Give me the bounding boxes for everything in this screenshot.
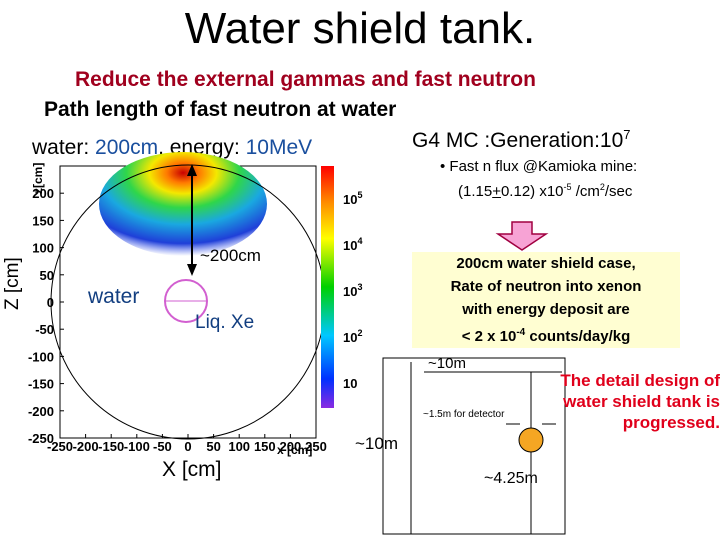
distance-200cm-label: ~200cm bbox=[200, 246, 261, 265]
y-tick-labels: 200 150 100 50 0 -50 -100 -150 -200 -250 bbox=[28, 186, 64, 446]
subtitle-gammas: Reduce the external gammas and fast neut… bbox=[75, 68, 536, 91]
x-axis-label: X [cm] bbox=[162, 458, 222, 481]
x-tick-label: 150 bbox=[254, 439, 276, 454]
x-tick-label: -200 bbox=[73, 439, 99, 454]
y-tick-label: -50 bbox=[35, 322, 54, 337]
colorbar-tick-label: 102 bbox=[343, 328, 362, 345]
y-tick-label: 150 bbox=[32, 213, 54, 228]
tank-width-label: ~10m bbox=[428, 355, 466, 372]
g4-generation-text: G4 MC :Generation:107 bbox=[412, 127, 631, 152]
x-tick-label: 200 bbox=[280, 439, 302, 454]
detail-design-note: The detail design of water shield tank is… bbox=[560, 371, 720, 432]
y-tick-label: 50 bbox=[40, 268, 54, 283]
x-tick-label: -50 bbox=[153, 439, 172, 454]
detector-size-label: ~1.5m for detector bbox=[423, 409, 505, 420]
x-tick-label: 250 bbox=[305, 439, 327, 454]
colorbar-tick-labels: 105 104 103 102 10 bbox=[343, 190, 362, 391]
colorbar-tick-label: 105 bbox=[343, 190, 362, 207]
tank-depth-label: ~4.25m bbox=[484, 470, 538, 487]
x-tick-label: -150 bbox=[98, 439, 124, 454]
energy-value: 10MeV bbox=[245, 136, 313, 159]
x-tick-label: -250 bbox=[47, 439, 73, 454]
water-energy-line: water: 200cm, energy: 10MeV bbox=[32, 136, 313, 159]
z-axis-top-label: z[cm] bbox=[31, 163, 45, 194]
colorbar-tick-label: 104 bbox=[343, 236, 362, 253]
subtitle-path-length: Path length of fast neutron at water bbox=[44, 98, 397, 121]
colorbar-tick-label: 103 bbox=[343, 282, 362, 299]
arrow-head-bottom bbox=[187, 264, 197, 276]
y-tick-label: -100 bbox=[28, 349, 54, 364]
liq-xe-label: Liq. Xe bbox=[195, 312, 255, 333]
arrow-head-top bbox=[187, 164, 197, 176]
water-label: water bbox=[88, 285, 140, 308]
colorbar bbox=[321, 166, 334, 408]
water-length-value: 200cm bbox=[95, 136, 159, 159]
y-tick-label: -200 bbox=[28, 404, 54, 419]
colorbar-tick-label: 10 bbox=[343, 376, 357, 391]
y-tick-label: -250 bbox=[28, 431, 54, 446]
x-tick-label: 0 bbox=[184, 439, 191, 454]
x-tick-labels: -250 -200 -150 -100 -50 0 50 100 150 200 250 bbox=[47, 434, 327, 454]
y-tick-label: -150 bbox=[28, 377, 54, 392]
y-tick-label: 100 bbox=[32, 241, 54, 256]
x-axis-end-label: x [cm] bbox=[277, 443, 312, 457]
page-title: Water shield tank. bbox=[184, 4, 536, 53]
x-tick-label: 50 bbox=[206, 439, 220, 454]
x-tick-label: -100 bbox=[124, 439, 150, 454]
fast-neutron-flux-text: • Fast n flux @Kamioka mine: (1.15+0.12) … bbox=[440, 158, 638, 200]
x-tick-label: 100 bbox=[228, 439, 250, 454]
y-tick-label: 200 bbox=[32, 186, 54, 201]
down-arrow bbox=[495, 221, 549, 251]
y-tick-label: 0 bbox=[47, 295, 54, 310]
z-axis-label: Z [cm] bbox=[2, 257, 23, 310]
tank-height-label: ~10m bbox=[355, 434, 398, 453]
neutron-heatmap-blob bbox=[99, 152, 267, 256]
result-callout: 200cm water shield case, Rate of neutron… bbox=[412, 252, 680, 348]
detector-circle bbox=[518, 427, 544, 453]
